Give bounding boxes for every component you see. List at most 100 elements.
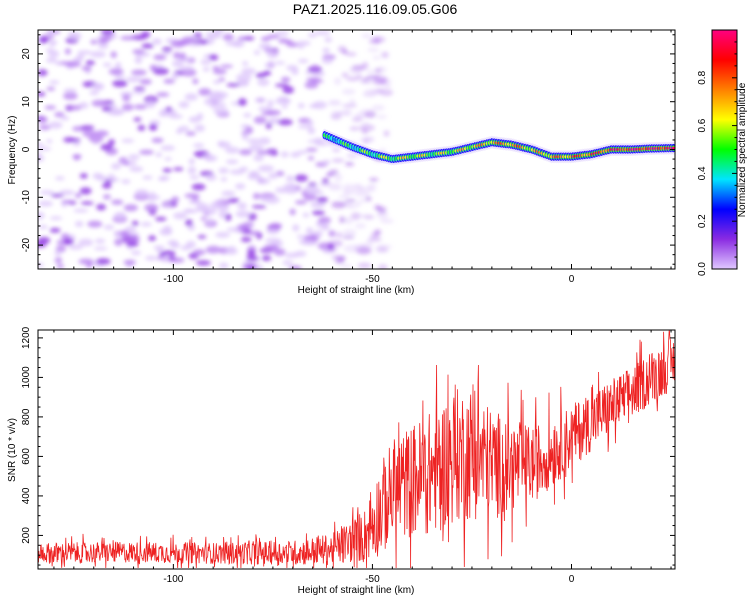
heatmap-cell (144, 203, 159, 212)
heatmap-cell (192, 78, 199, 85)
heatmap-cell (126, 76, 142, 83)
heatmap-cell (239, 149, 252, 156)
heatmap-cell (261, 111, 274, 116)
heatmap-cell (141, 43, 154, 49)
heatmap-cell (78, 258, 94, 265)
heatmap-cell (298, 43, 305, 49)
snr-panel: -100 -50 0 200 400 600 800 1000 1200 Height of s… (7, 326, 676, 596)
heatmap-cell (311, 79, 324, 83)
heatmap-cell (370, 89, 386, 95)
heatmap-cell (185, 131, 196, 136)
heatmap-cell (208, 90, 224, 99)
heatmap-cell (297, 124, 312, 129)
heatmap-cell (44, 105, 57, 110)
x-tick-label: 0 (569, 574, 575, 585)
heatmap-cell (313, 137, 326, 143)
snr-y-label: SNR (10 * v/v) (7, 418, 18, 482)
heatmap-cell (334, 173, 343, 182)
heatmap-cell (305, 147, 318, 152)
heatmap-cell (314, 30, 331, 36)
heatmap-cell (151, 137, 164, 143)
heatmap-cell (365, 75, 381, 79)
heatmap-cell (297, 102, 305, 109)
heatmap-cell (107, 110, 124, 116)
heatmap-cell (164, 157, 172, 161)
heatmap-cell (328, 230, 336, 237)
heatmap-cell (355, 223, 366, 229)
heatmap-cell (290, 151, 301, 158)
heatmap-cell (342, 187, 349, 196)
heatmap-cell (48, 121, 63, 129)
heatmap-cell (325, 172, 334, 177)
heatmap-cell (354, 214, 369, 218)
heatmap-cell (275, 31, 289, 37)
heatmap-cell (266, 50, 279, 59)
spectrogram-x-label: Height of straight line (km) (298, 285, 415, 296)
heatmap-cell (294, 174, 308, 182)
heatmap-cell (359, 108, 375, 115)
heatmap-cell (69, 32, 82, 41)
heatmap-cell (103, 224, 115, 230)
heatmap-cell (371, 104, 385, 111)
colorbar-tick-label: 0.0 (697, 262, 708, 276)
heatmap-cell (209, 201, 221, 210)
y-tick-label: 10 (21, 96, 32, 108)
colorbar-tick-label: 0.2 (697, 214, 708, 228)
heatmap-cell (155, 152, 163, 158)
heatmap-cell (240, 81, 250, 86)
heatmap-cell (351, 117, 363, 122)
heatmap-cell (212, 66, 220, 70)
heatmap-cell (96, 203, 106, 211)
heatmap-cell (251, 205, 267, 209)
heatmap-cell (153, 245, 166, 250)
heatmap-cell (256, 150, 273, 155)
heatmap-cell (374, 204, 381, 211)
heatmap-cell (212, 79, 221, 85)
heatmap-cell (280, 76, 291, 83)
heatmap-cell (357, 246, 372, 255)
heatmap-cell (178, 101, 190, 109)
heatmap-cell (254, 97, 267, 103)
colorbar-tick-label: 0.4 (697, 166, 708, 180)
heatmap-cell (205, 245, 222, 254)
heatmap-cell (88, 134, 104, 143)
heatmap-cell (173, 167, 184, 172)
heatmap-cell (162, 168, 172, 173)
heatmap-cell (148, 235, 157, 242)
spectrogram-signal-track (321, 128, 675, 166)
heatmap-cell (354, 191, 370, 197)
snr-x-label: Height of straight line (km) (298, 585, 415, 596)
heatmap-cell (264, 62, 276, 69)
heatmap-cell (63, 88, 77, 94)
heatmap-cell (173, 51, 181, 59)
heatmap-cell (185, 240, 196, 249)
heatmap-cell (69, 138, 81, 143)
heatmap-cell (379, 148, 387, 154)
heatmap-cell (296, 234, 305, 239)
heatmap-cell (243, 36, 255, 41)
heatmap-cell (322, 47, 330, 54)
heatmap-cell (196, 112, 204, 121)
heatmap-cell (111, 163, 121, 170)
heatmap-cell (64, 48, 71, 55)
heatmap-cell (248, 144, 264, 152)
heatmap-cell (123, 204, 138, 212)
heatmap-cell (163, 225, 172, 234)
heatmap-cell (172, 60, 184, 68)
heatmap-cell (343, 229, 357, 237)
heatmap-cell (56, 264, 65, 269)
heatmap-cell (153, 54, 167, 61)
heatmap-cell (148, 124, 158, 131)
heatmap-cell (242, 61, 249, 66)
heatmap-cell (102, 62, 112, 67)
heatmap-cell (49, 80, 60, 85)
heatmap-cell (154, 216, 167, 222)
heatmap-cell (38, 154, 45, 162)
heatmap-cell (188, 199, 202, 205)
heatmap-cell (372, 55, 381, 60)
heatmap-cell (141, 31, 151, 39)
heatmap-cell (132, 49, 146, 55)
heatmap-cell (212, 68, 227, 75)
heatmap-cell (299, 239, 311, 245)
heatmap-cell (78, 238, 94, 247)
